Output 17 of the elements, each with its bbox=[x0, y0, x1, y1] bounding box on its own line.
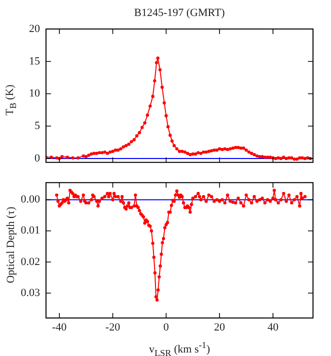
y-tick-label: 10 bbox=[29, 88, 40, 100]
y-tick-label: 15 bbox=[29, 55, 40, 68]
y-tick-label: 0.01 bbox=[20, 224, 40, 237]
chart-title: B1245-197 (GMRT) bbox=[134, 7, 225, 19]
y-tick-label: 0 bbox=[34, 152, 40, 164]
y-tick-label: 0.03 bbox=[20, 286, 40, 299]
x-tick-label: 0 bbox=[163, 321, 170, 334]
y-tick-label: 0.00 bbox=[20, 194, 40, 206]
x-tick-label: 40 bbox=[267, 321, 279, 334]
x-tick-label: -40 bbox=[52, 321, 68, 334]
y-tick-label: 0.02 bbox=[20, 256, 40, 268]
y-axis-title: Optical Depth (τ) bbox=[5, 206, 17, 284]
y-tick-label: 20 bbox=[29, 22, 40, 35]
x-axis-title: v$_{LSR}$ (km s$^{-1}$) bbox=[148, 340, 210, 356]
x-tick-label: -20 bbox=[105, 321, 121, 334]
x-tick-label: 20 bbox=[214, 321, 226, 334]
y-tick-label: 5 bbox=[34, 120, 40, 132]
